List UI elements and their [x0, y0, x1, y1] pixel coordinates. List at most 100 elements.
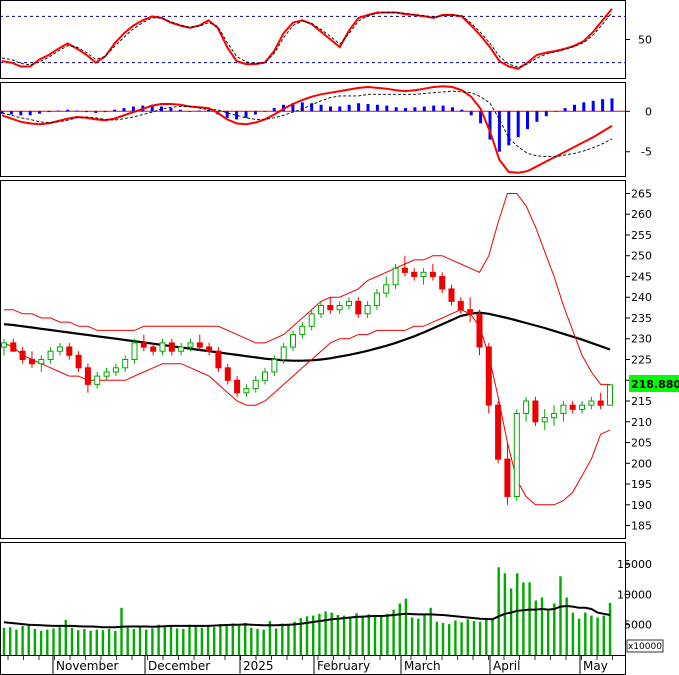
volume-bar: [312, 615, 315, 655]
last-price-label: 218.8800: [631, 378, 679, 391]
candle-body: [532, 400, 539, 423]
volume-bar: [9, 627, 12, 655]
volume-bar: [132, 629, 136, 655]
macd-plot: 0 -5: [0, 85, 652, 174]
candle-body: [383, 284, 390, 294]
volume-bar: [608, 602, 612, 655]
macd-histogram-bar: [310, 103, 314, 112]
candle-body: [364, 305, 371, 315]
candle-body: [140, 342, 147, 348]
volume-bar: [577, 618, 581, 655]
candle-body: [159, 342, 166, 352]
volume-bar: [336, 615, 340, 655]
candle-body: [1, 342, 7, 348]
volume-bar: [89, 630, 92, 655]
volume-bar: [448, 624, 451, 655]
volume-bar: [163, 627, 166, 655]
stochastic-tick-label: 50: [638, 34, 652, 47]
volume-bar: [175, 628, 179, 655]
candle-body: [94, 375, 101, 385]
volume-bar: [231, 623, 234, 655]
candle-body: [290, 334, 296, 348]
candle-body: [457, 300, 464, 311]
candle-body: [29, 359, 35, 365]
volume-tick-label: 10000: [617, 588, 652, 601]
macd-panel: [0, 82, 626, 177]
macd-histogram-bar: [85, 111, 88, 113]
volume-bar: [460, 622, 463, 655]
volume-bar: [324, 611, 327, 655]
candle-body: [150, 346, 157, 352]
candle-body: [215, 350, 222, 369]
macd-histogram-bar: [441, 105, 445, 112]
candle-body: [420, 271, 427, 277]
macd-histogram-bar: [413, 107, 417, 112]
volume-bar: [64, 619, 67, 655]
candle-body: [308, 313, 315, 327]
volume-bar: [540, 597, 544, 655]
candle-body: [607, 384, 613, 406]
candle-body: [569, 404, 576, 410]
candle-body: [196, 342, 203, 348]
price-tick-label: 195: [631, 478, 652, 491]
volume-bar: [33, 629, 37, 655]
candle-body: [373, 292, 380, 307]
macd-histogram-bar: [329, 106, 332, 112]
price-tick-label: 190: [631, 499, 652, 512]
volume-bar: [571, 612, 575, 655]
volume-bar: [404, 598, 408, 655]
volume-average-line: [3, 604, 611, 629]
candle-body: [523, 400, 530, 414]
macd-histogram-bar: [497, 111, 501, 152]
macd-histogram-bar: [535, 111, 539, 122]
volume-bar: [553, 603, 556, 655]
volume-plot: 5000 10000 15000: [2, 558, 652, 655]
volume-bar: [194, 626, 197, 655]
volume-bar: [509, 588, 513, 655]
macd-histogram-bar: [94, 111, 98, 113]
macd-histogram-bar: [582, 102, 586, 112]
candle-body: [206, 346, 213, 352]
macd-histogram-bar: [38, 111, 41, 114]
volume-bar: [287, 625, 290, 655]
candle-body: [10, 342, 17, 352]
macd-histogram-bar: [385, 105, 389, 112]
macd-histogram-bar: [507, 111, 511, 146]
price-tick-label: 225: [631, 354, 652, 367]
macd-histogram-bar: [432, 105, 436, 112]
macd-histogram-bar: [319, 104, 323, 112]
price-plot: 1851901952002052102152202252302352402452…: [1, 187, 652, 533]
price-tick-label: 245: [631, 270, 652, 283]
volume-bar: [120, 607, 123, 655]
volume-bar: [200, 627, 204, 655]
volume-bar: [547, 609, 550, 655]
month-label: 2025: [243, 659, 274, 673]
candle-body: [112, 367, 119, 373]
volume-bar: [590, 615, 593, 655]
macd-tick-label: -5: [641, 146, 652, 159]
candle-body: [392, 267, 399, 286]
volume-bar: [522, 582, 525, 655]
candle-body: [504, 458, 511, 498]
macd-histogram-bar: [526, 111, 529, 130]
candle-body: [485, 346, 492, 406]
macd-histogram-bar: [357, 103, 361, 112]
price-panel: [0, 180, 626, 539]
macd-histogram-bar: [272, 108, 276, 112]
volume-unit-label: x10000: [628, 642, 662, 652]
candle-body: [346, 300, 352, 307]
volume-bar: [410, 617, 414, 655]
candle-body: [401, 267, 408, 273]
volume-bar: [584, 612, 587, 655]
volume-bar: [355, 613, 358, 655]
macd-histogram-bar: [544, 111, 548, 117]
candle-body: [327, 305, 334, 311]
volume-bar: [398, 603, 401, 655]
volume-bar: [256, 629, 259, 655]
macd-histogram-bar: [244, 111, 248, 118]
volume-bar: [485, 618, 488, 655]
volume-bar: [274, 628, 278, 655]
volume-bar: [429, 607, 432, 655]
candle-body: [168, 342, 175, 352]
stochastic-panel: [0, 0, 626, 79]
